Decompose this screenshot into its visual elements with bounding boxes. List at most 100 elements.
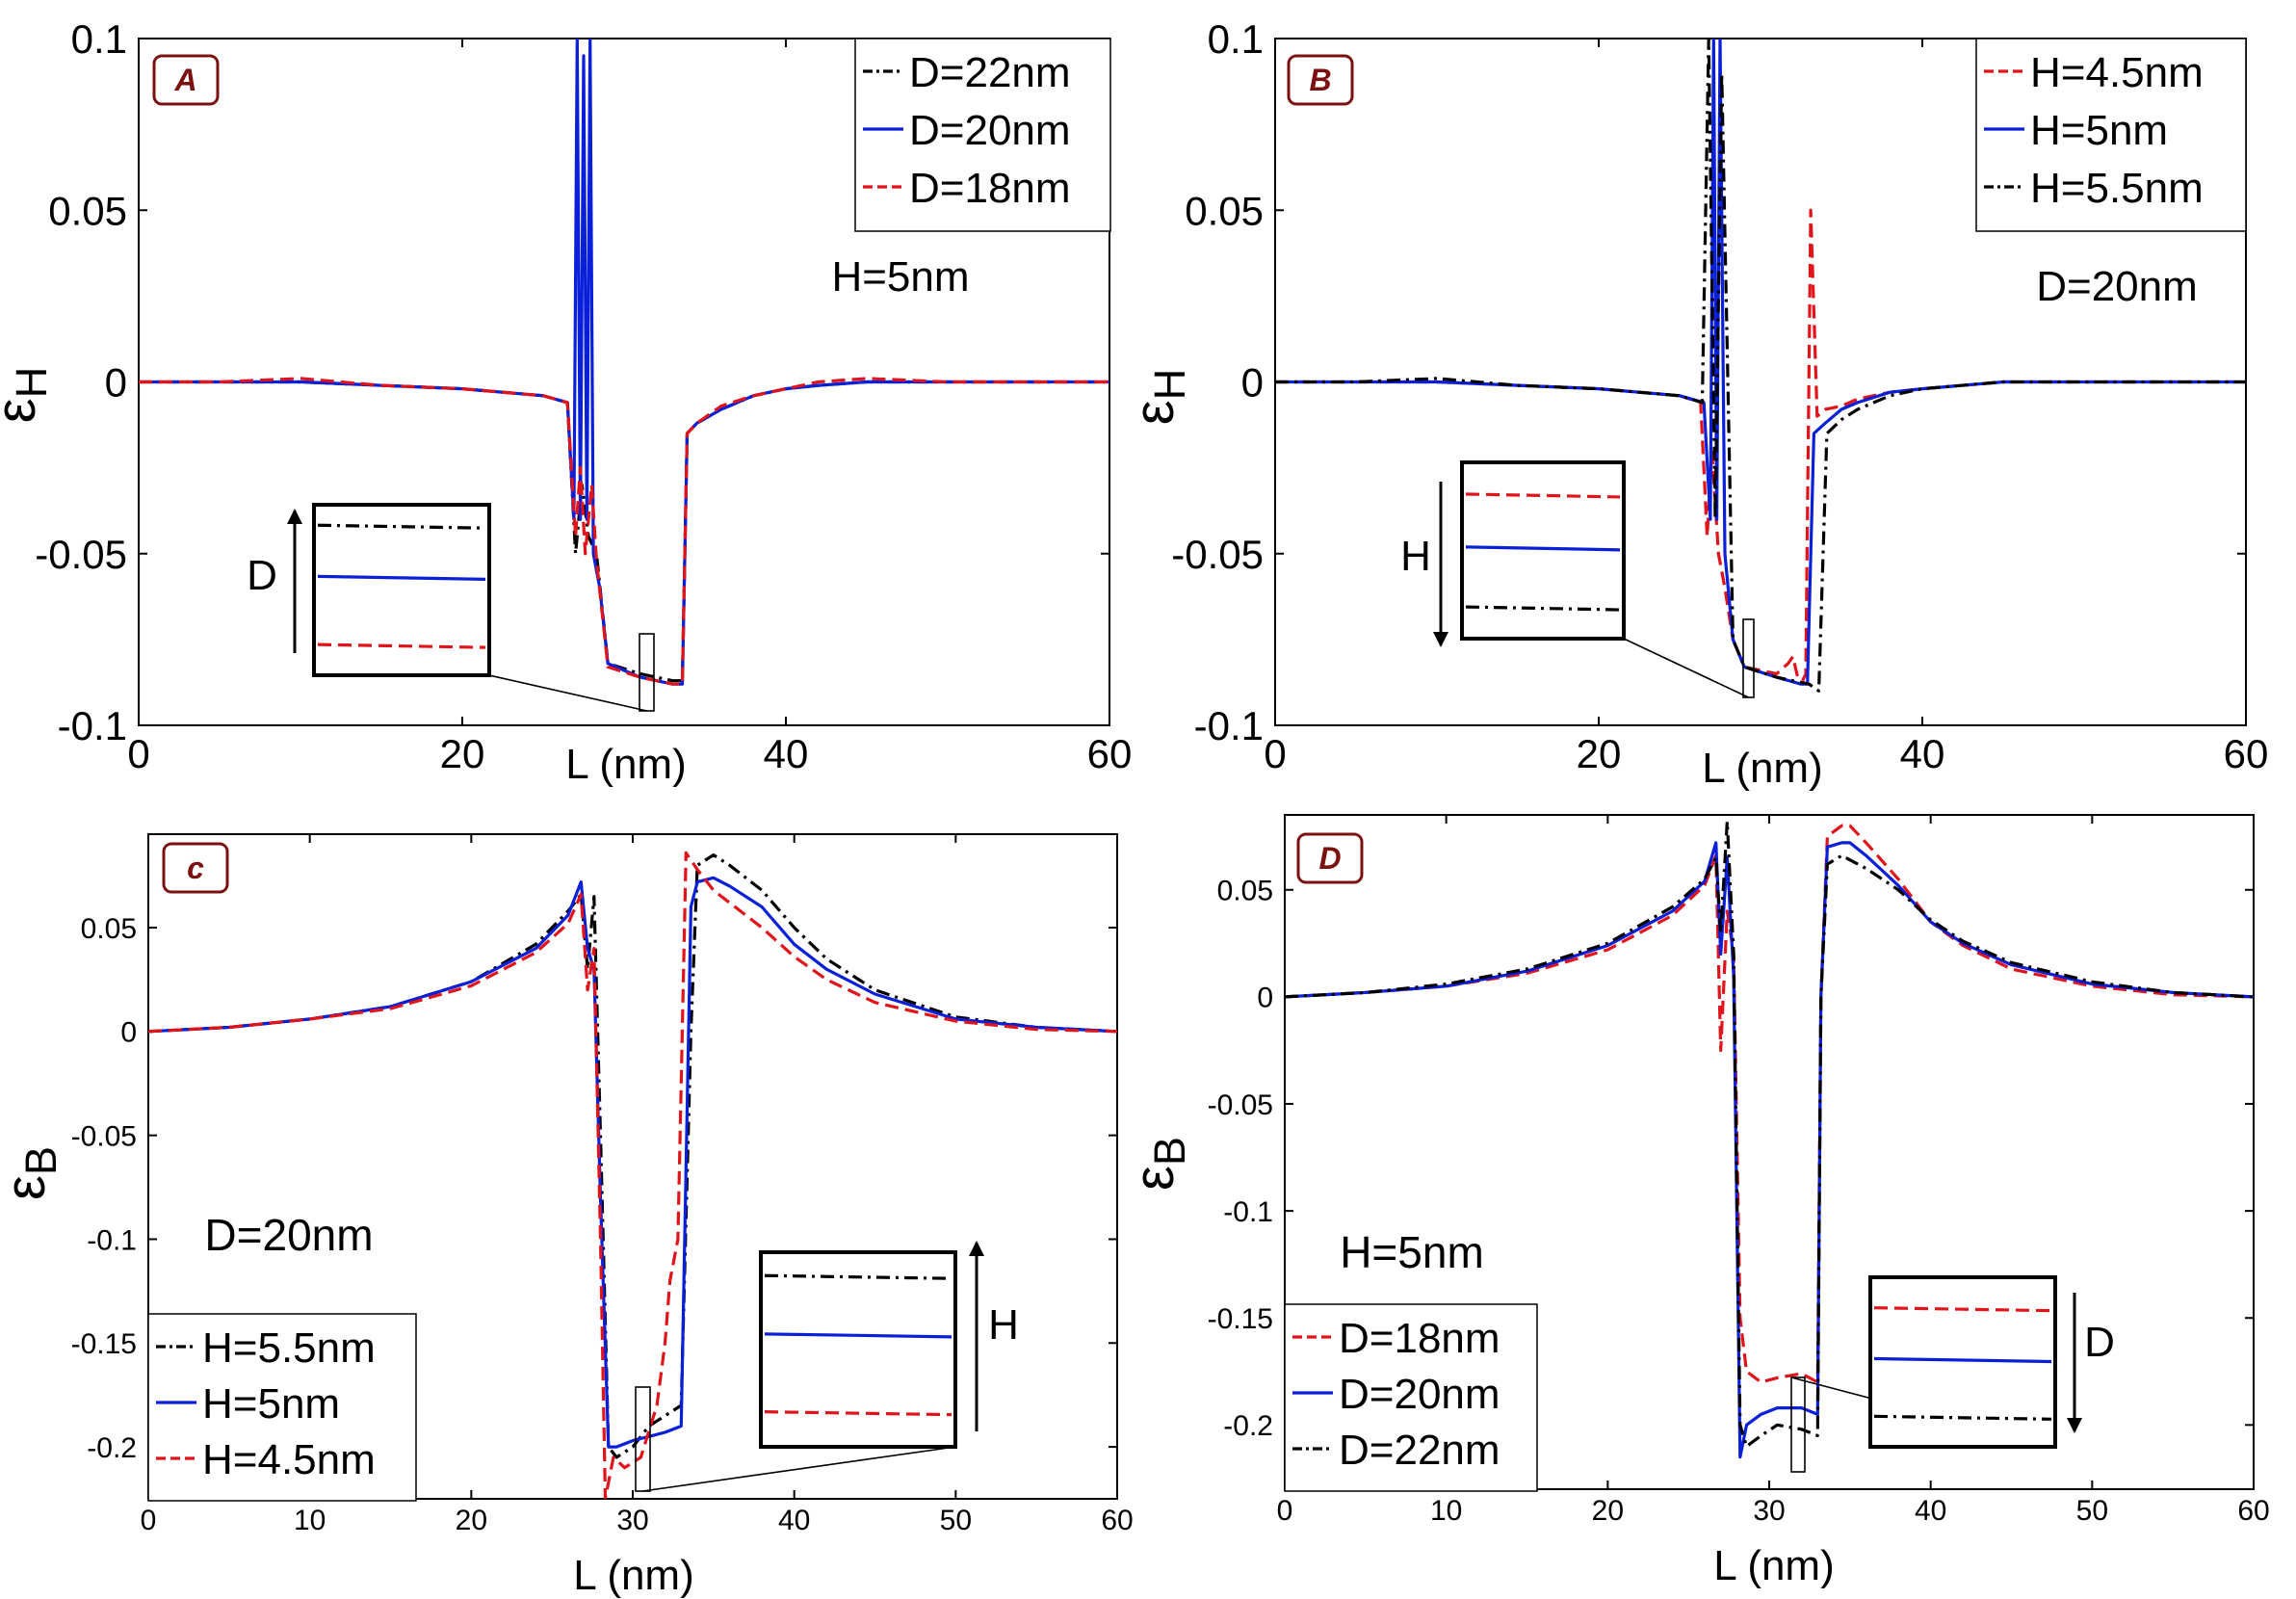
- x-tick-label: 60: [1101, 1505, 1133, 1536]
- inset-line-d22nm: [317, 523, 486, 530]
- panel-B: 0 20 40 60 -0.1 -0.05 0 0.05 0.1 H D=20nm H=4.5nm H=…: [1123, 16, 2268, 792]
- inset-line-h5nm: [764, 1332, 952, 1339]
- inset-line-h4.5nm: [1465, 492, 1621, 499]
- inset-line-d18nm: [1873, 1306, 2052, 1313]
- inset-frame: [759, 1250, 957, 1449]
- series-line-h5.5nm: [1275, 39, 2246, 693]
- y-tick-label: 0: [105, 360, 127, 406]
- y-tick-label: 0.05: [1217, 876, 1273, 907]
- inset-line-d22nm: [1873, 1414, 2052, 1421]
- x-tick-label: 20: [1577, 731, 1622, 776]
- series-line-h5nm: [148, 876, 1117, 1449]
- inset-line-h5.5nm: [764, 1273, 952, 1280]
- x-tick-label: 10: [294, 1505, 326, 1536]
- legend-box: [1284, 1303, 1538, 1492]
- arrow-head-icon: [287, 509, 302, 524]
- legend-entry: H=5.5nm: [202, 1324, 376, 1372]
- y-tick-label: -0.15: [71, 1328, 137, 1360]
- y-axis-label: εB: [1123, 1137, 1194, 1191]
- x-axis-label: L (nm): [1713, 1542, 1835, 1589]
- legend-entry: H=5nm: [2030, 107, 2168, 154]
- x-tick-label: 0: [1264, 731, 1286, 776]
- inset-arrow-label: H: [988, 1301, 1019, 1349]
- y-tick-label: -0.15: [1208, 1303, 1273, 1335]
- y-axis-label-main: ε: [0, 1175, 57, 1200]
- x-axis-label: L (nm): [1702, 745, 1823, 792]
- zoom-connector-line: [1623, 638, 1749, 698]
- legend-entry: H=4.5nm: [202, 1436, 376, 1483]
- zoom-connector-line: [488, 674, 647, 712]
- x-tick-label: 20: [456, 1505, 487, 1536]
- y-axis-label-sub: H: [1145, 369, 1194, 401]
- legend-box: [147, 1313, 417, 1502]
- y-tick-label: -0.1: [1194, 703, 1264, 748]
- panel-badge: [152, 54, 220, 106]
- y-tick-label: -0.1: [1223, 1196, 1273, 1228]
- panel-badge-label: B: [1309, 63, 1331, 97]
- x-tick-label: 50: [940, 1505, 972, 1536]
- x-tick-label: 40: [1900, 731, 1945, 776]
- series-line-d18nm: [1285, 824, 2254, 1384]
- panel-A: 0 20 40 60 -0.1 -0.05 0 0.05 0.1 D H=5nm D=22nm D=20…: [0, 16, 1132, 788]
- inset-line-d20nm: [1873, 1356, 2052, 1364]
- x-tick-label: 20: [440, 731, 485, 776]
- legend-entry: H=5nm: [202, 1380, 340, 1428]
- y-tick-label: 0.05: [81, 913, 137, 945]
- panel-annotation: H=5nm: [831, 253, 969, 301]
- panel-badge: [1296, 832, 1364, 884]
- x-axis-label: L (nm): [573, 1552, 694, 1599]
- series-line-h5.5nm: [148, 852, 1117, 1459]
- arrow-head-icon: [969, 1241, 984, 1256]
- y-axis-label-main: ε: [1123, 1166, 1186, 1191]
- x-tick-label: 50: [2076, 1495, 2108, 1527]
- y-tick-label: 0.05: [1185, 188, 1264, 233]
- arrow-head-icon: [1433, 632, 1448, 647]
- legend-entry: D=20nm: [909, 107, 1071, 154]
- y-tick-label: 0.05: [48, 188, 127, 233]
- panel-D: 0 10 20 30 40 50 60 -0.2 -0.15 -0.1 -0.05 0 0.05 D H=5…: [1123, 814, 2270, 1589]
- x-tick-label: 0: [141, 1505, 157, 1536]
- zoom-region-box: [1790, 1376, 1806, 1473]
- inset-line-h5.5nm: [1465, 605, 1621, 612]
- x-tick-label: 10: [1430, 1495, 1462, 1527]
- x-tick-label: 0: [127, 731, 149, 776]
- legend-entry: D=18nm: [1339, 1315, 1500, 1362]
- y-axis-label-main: ε: [0, 398, 47, 423]
- panel-c: 0 10 20 30 40 50 60 -0.2 -0.15 -0.1 -0.05 0 0.05 H D=2…: [0, 833, 1134, 1599]
- inset-arrow-label: H: [1400, 533, 1431, 580]
- inset-line-h5nm: [1465, 545, 1621, 552]
- y-axis-label-sub: B: [1145, 1137, 1194, 1166]
- panel-badge-label: D: [1318, 841, 1341, 876]
- panel-annotation: D=20nm: [204, 1210, 373, 1260]
- y-tick-label: -0.05: [71, 1120, 137, 1152]
- y-tick-label: -0.05: [1171, 532, 1264, 577]
- panel-badge-label: c: [187, 851, 204, 885]
- series-group: [1275, 39, 2246, 693]
- x-tick-label: 60: [2224, 731, 2269, 776]
- y-tick-label: -0.05: [1208, 1089, 1273, 1121]
- legend-entry: D=20nm: [1339, 1371, 1500, 1418]
- legend-entry: H=4.5nm: [2030, 49, 2204, 96]
- x-tick-label: 40: [1915, 1495, 1946, 1527]
- x-axis-label: L (nm): [565, 741, 687, 788]
- x-tick-label: 30: [1753, 1495, 1785, 1527]
- x-tick-label: 60: [2237, 1495, 2269, 1527]
- inset-line-d20nm: [317, 574, 486, 581]
- legend-entry: D=22nm: [909, 49, 1071, 96]
- x-tick-label: 60: [1087, 731, 1133, 776]
- y-axis-label: εH: [1123, 369, 1194, 426]
- y-tick-label: 0.1: [71, 16, 127, 62]
- y-tick-label: -0.1: [58, 703, 127, 748]
- panel-badge-label: A: [173, 63, 196, 97]
- series-line-d18nm: [139, 377, 1109, 686]
- y-tick-label: -0.05: [35, 532, 127, 577]
- y-tick-label: 0: [120, 1017, 137, 1049]
- arrow-head-icon: [2067, 1418, 2082, 1433]
- y-tick-label: -0.1: [87, 1224, 137, 1256]
- zoom-connector-line: [642, 1446, 956, 1492]
- y-tick-label: 0: [1241, 360, 1264, 406]
- inset-arrow-label: D: [247, 552, 277, 599]
- y-tick-label: 0.1: [1208, 16, 1264, 62]
- x-tick-label: 0: [1277, 1495, 1293, 1527]
